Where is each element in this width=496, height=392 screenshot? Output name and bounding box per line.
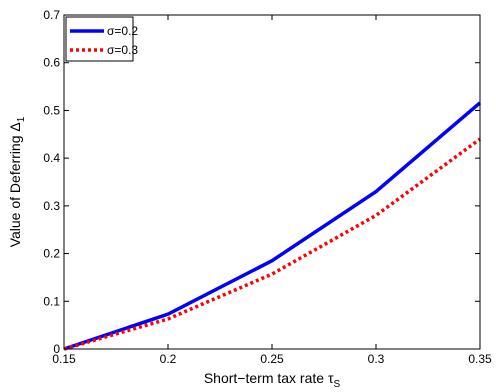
axis-ticks: 0.15 0.2 0.25 0.3 0.35 0 0.1 0.2 0.3 0.4 0.5 0.6 0.7 [43,8,492,366]
x-tick-label: 0.25 [260,352,284,366]
legend-box [65,16,134,62]
y-tick-label: 0.6 [43,56,60,70]
y-tick-label: 0.7 [43,8,60,22]
x-tick-label: 0.3 [368,352,385,366]
y-tick-label: 0.4 [43,151,60,165]
y-tick-label: 0.2 [43,247,60,261]
plot-border [63,14,481,350]
legend-label-series-1: σ=0.2 [107,24,138,38]
y-tick-label: 0.3 [43,199,60,213]
series-line-1 [63,101,482,351]
y-tick-label: 0.5 [43,103,60,117]
y-axis-title: Value of Deferring Δ1 [7,116,27,247]
y-tick-label: 0 [53,342,60,356]
series-lines [63,101,482,351]
x-axis-title: Short−term tax rate τS [204,370,341,390]
y-tick-label: 0.1 [43,294,60,308]
plot-area [64,15,480,349]
legend-label-series-2: σ=0.3 [107,43,138,57]
series-line-2 [63,137,482,351]
x-tick-label: 0.2 [160,352,177,366]
x-tick-label: 0.35 [468,352,492,366]
legend: σ=0.2 σ=0.3 [65,16,138,62]
x-tick-label: 0.15 [52,352,76,366]
